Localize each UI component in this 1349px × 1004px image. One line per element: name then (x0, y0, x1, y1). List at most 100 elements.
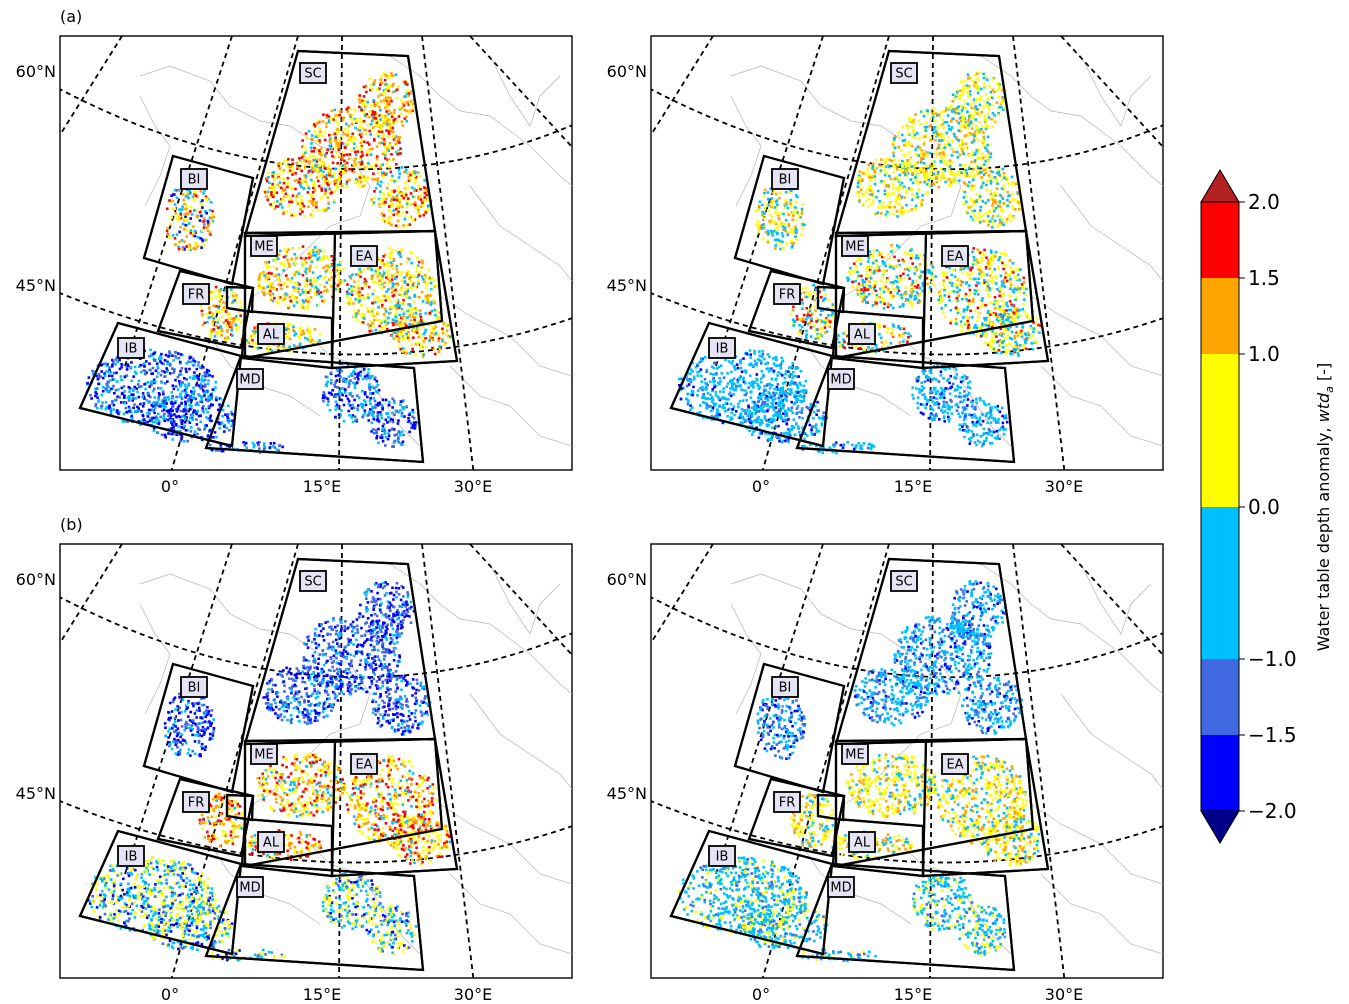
anomaly-cell (200, 309, 204, 313)
anomaly-cell (196, 245, 199, 248)
anomaly-cell (383, 428, 386, 432)
anomaly-cell (999, 194, 1002, 197)
anomaly-cell (429, 281, 433, 285)
anomaly-cell (348, 287, 351, 291)
anomaly-cell (856, 181, 860, 185)
anomaly-cell (343, 145, 347, 149)
anomaly-cell (908, 151, 911, 154)
anomaly-cell (339, 158, 343, 162)
anomaly-cell (984, 146, 987, 149)
anomaly-cell (976, 112, 979, 115)
anomaly-cell (377, 130, 381, 133)
anomaly-cell (372, 83, 376, 86)
anomaly-cell (893, 147, 896, 151)
anomaly-cell (269, 293, 272, 297)
anomaly-cell (160, 369, 164, 373)
anomaly-cell (374, 281, 378, 285)
anomaly-cell (184, 391, 188, 395)
anomaly-cell (331, 175, 334, 178)
anomaly-cell (975, 216, 979, 220)
anomaly-cell (362, 312, 366, 316)
anomaly-cell (189, 360, 193, 364)
anomaly-cell (387, 401, 391, 405)
anomaly-cell (763, 191, 766, 195)
anomaly-cell (286, 176, 290, 180)
anomaly-cell (119, 375, 123, 378)
anomaly-cell (360, 145, 363, 148)
anomaly-cell (794, 206, 797, 209)
anomaly-cell (957, 139, 960, 142)
anomaly-cell (258, 287, 261, 290)
anomaly-cell (180, 239, 184, 242)
anomaly-cell (357, 273, 360, 277)
anomaly-cell (329, 141, 332, 144)
anomaly-cell (796, 211, 799, 214)
anomaly-cell (174, 408, 178, 411)
anomaly-cell (324, 275, 327, 278)
anomaly-cell (323, 138, 327, 142)
anomaly-cell (392, 119, 396, 122)
anomaly-cell (391, 248, 394, 252)
anomaly-cell (391, 74, 395, 77)
anomaly-cell (266, 198, 269, 202)
anomaly-cell (410, 287, 414, 290)
anomaly-cell (957, 129, 961, 133)
anomaly-cell (101, 401, 104, 404)
anomaly-cell (402, 433, 405, 437)
anomaly-cell (796, 195, 799, 199)
anomaly-cell (892, 213, 895, 216)
anomaly-cell (380, 171, 384, 175)
anomaly-cell (367, 413, 371, 416)
anomaly-cell (393, 108, 396, 112)
anomaly-cell (191, 377, 195, 380)
anomaly-cell (379, 411, 382, 414)
anomaly-cell (281, 198, 284, 201)
anomaly-cell (886, 205, 890, 209)
anomaly-cell (372, 138, 376, 141)
anomaly-cell (968, 117, 971, 120)
anomaly-cell (363, 375, 367, 378)
anomaly-cell (169, 412, 172, 416)
anomaly-cell (1005, 176, 1009, 179)
anomaly-cell (932, 164, 936, 167)
anomaly-cell (182, 440, 186, 443)
anomaly-cell (99, 364, 102, 367)
anomaly-cell (199, 244, 203, 247)
anomaly-cell (416, 275, 420, 279)
anomaly-cell (922, 174, 926, 178)
anomaly-cell (945, 163, 949, 167)
anomaly-cell (365, 166, 369, 169)
anomaly-cell (339, 375, 343, 379)
anomaly-cell (400, 279, 403, 282)
anomaly-cell (302, 306, 305, 309)
anomaly-cell (971, 114, 975, 117)
anomaly-cell (435, 315, 439, 319)
anomaly-cell (128, 390, 131, 393)
anomaly-cell (1017, 191, 1021, 195)
anomaly-cell (910, 187, 913, 190)
anomaly-cell (425, 296, 429, 299)
anomaly-cell (395, 88, 399, 91)
anomaly-cell (400, 194, 404, 197)
anomaly-cell (984, 157, 987, 161)
anomaly-cell (984, 93, 988, 96)
anomaly-cell (380, 434, 384, 437)
anomaly-cell (857, 190, 860, 194)
anomaly-cell (204, 195, 208, 199)
anomaly-cell (362, 184, 365, 188)
anomaly-cell (935, 147, 939, 151)
anomaly-cell (356, 291, 360, 295)
anomaly-cell (168, 416, 172, 420)
anomaly-cell (963, 190, 967, 194)
anomaly-cell (325, 264, 328, 268)
anomaly-cell (408, 215, 412, 219)
anomaly-cell (409, 319, 413, 322)
anomaly-cell (341, 118, 345, 122)
anomaly-cell (134, 397, 137, 400)
anomaly-cell (162, 414, 166, 418)
anomaly-cell (207, 369, 211, 373)
anomaly-cell (919, 180, 922, 184)
anomaly-cell (285, 159, 289, 163)
anomaly-cell (884, 215, 888, 218)
anomaly-cell (359, 163, 363, 166)
